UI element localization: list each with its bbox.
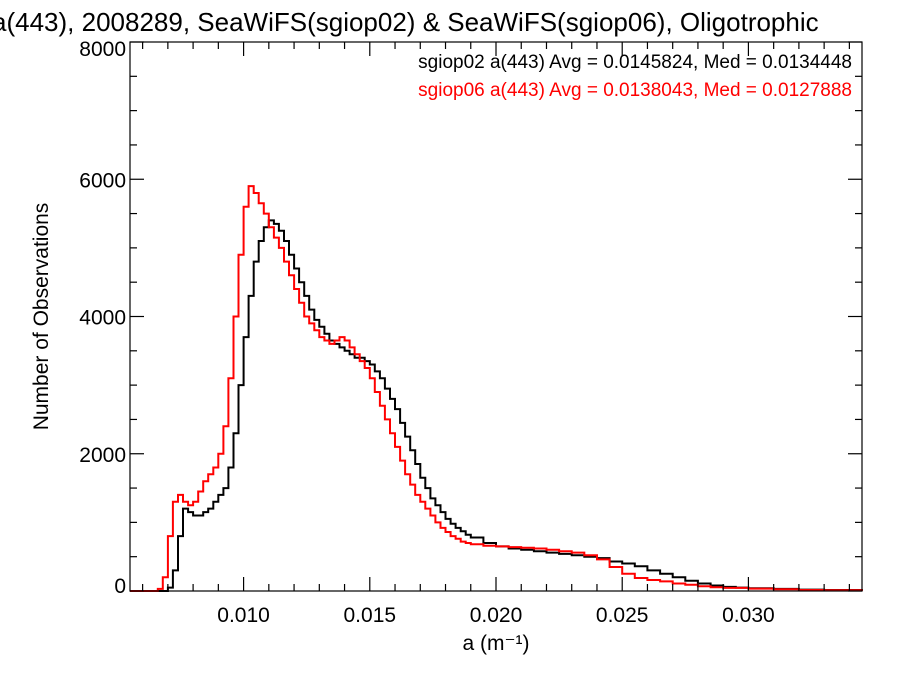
x-tick-label: 0.030 (722, 604, 775, 627)
legend-entry-sgiop06: sgiop06 a(443) Avg = 0.0138043, Med = 0.… (418, 80, 852, 101)
plot-frame (129, 41, 863, 592)
y-tick-label: 0 (114, 575, 126, 598)
chart-title: a(443), 2008289, SeaWiFS(sgiop02) & SeaW… (0, 7, 819, 37)
series-line-sgiop02 (130, 219, 863, 592)
series-layer (130, 185, 863, 592)
legend-entry-sgiop02: sgiop02 a(443) Avg = 0.0145824, Med = 0.… (418, 52, 852, 73)
legend: sgiop02 a(443) Avg = 0.0145824, Med = 0.… (418, 52, 852, 101)
y-tick-label: 8000 (79, 38, 126, 61)
x-axis-label: a (m⁻¹) (462, 632, 529, 655)
x-tick-label: 0.025 (596, 604, 649, 627)
y-axis-label: Number of Observations (30, 203, 53, 431)
ticks-layer: 0.010 0.015 0.020 0.025 0.030 0 2000 4000 6000 80… (79, 38, 862, 627)
series-line-sgiop06 (130, 185, 863, 592)
y-tick-label: 4000 (79, 307, 126, 330)
x-tick-label: 0.010 (217, 604, 270, 627)
y-tick-label: 6000 (79, 169, 126, 192)
x-tick-label: 0.015 (344, 604, 397, 627)
y-tick-label: 2000 (79, 444, 126, 467)
x-tick-label: 0.020 (470, 604, 523, 627)
